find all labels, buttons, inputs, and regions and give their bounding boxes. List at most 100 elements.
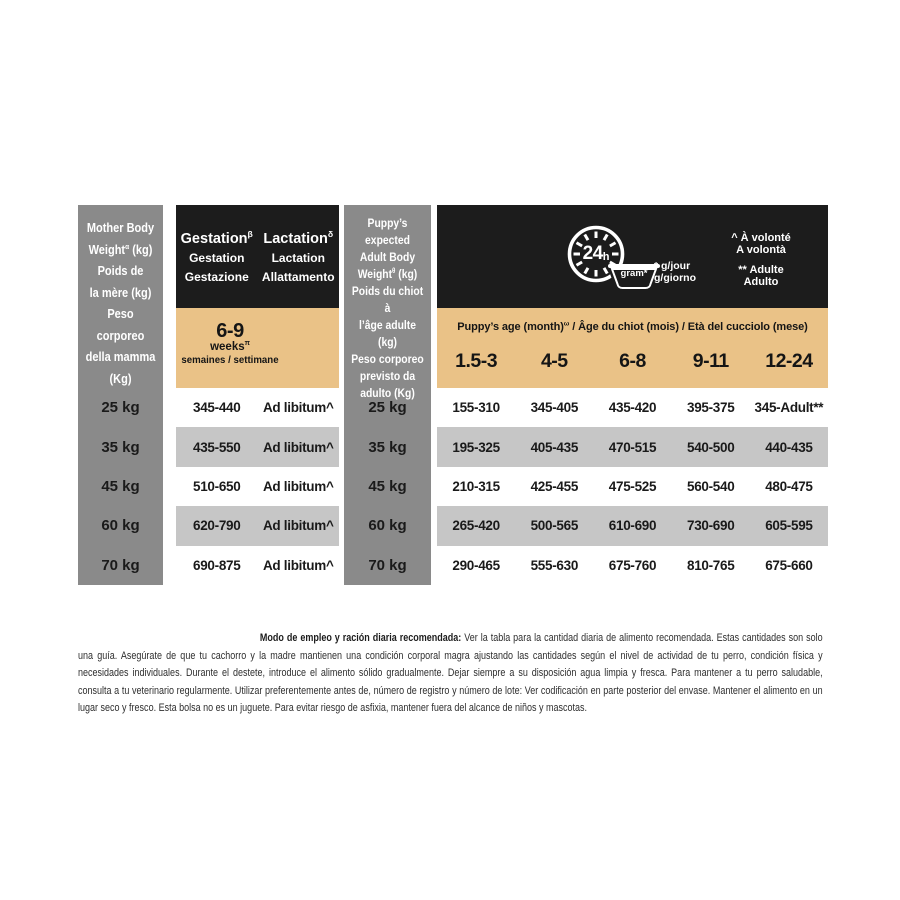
usage-instructions-lead: Modo de empleo y ración diaria recomenda… <box>259 632 462 644</box>
lactation-value: Ad libitum^ <box>262 439 334 455</box>
table-row: 70 kg <box>78 546 163 585</box>
ration-value: 395-375 <box>686 400 735 416</box>
footnote-alpha: α <box>125 241 130 251</box>
gestation-value: 690-875 <box>193 557 241 573</box>
table-row: 60 kg <box>78 506 163 545</box>
table-row: 345-440 Ad libitum^ <box>176 388 339 427</box>
table-row: 45 kg <box>78 467 163 506</box>
ration-value: 555-630 <box>530 557 579 573</box>
ad-libitum-note: ^ À volonté A volontà <box>731 232 791 256</box>
puppy-ration-rows: 155-310 345-405 435-420 395-375 345-Adult** … <box>437 388 828 585</box>
table-row: 45 kg <box>344 467 431 506</box>
table-row: 620-790 Ad libitum^ <box>176 506 339 546</box>
gestation-lactation-header: Gestationβ Gestation Gestazione Lactatio… <box>176 205 339 308</box>
puppy-weight-header: Puppy’s expected Adult Body Weightθ (kg)… <box>348 205 426 403</box>
ration-value: 265-420 <box>452 518 500 534</box>
adult-note: ** Adulte Adulto <box>738 264 784 288</box>
weight-label: 45 kg <box>368 478 407 496</box>
lactation-value: Ad libitum^ <box>262 557 334 573</box>
weeks-subtitle: semaines / settimane <box>181 354 279 366</box>
clock-24h-icon <box>567 225 625 283</box>
weight-label: 60 kg <box>368 517 407 535</box>
puppy-header-line: previsto da <box>359 371 416 383</box>
mother-header-line: Peso corporeo <box>96 307 145 343</box>
footnote-beta: β <box>247 229 253 240</box>
puppy-header-line: adulto (Kg) <box>360 388 415 400</box>
age-range: 4-5 <box>540 349 568 372</box>
gestation-value: 345-440 <box>193 400 241 416</box>
weight-label: 45 kg <box>101 478 140 496</box>
gestation-lactation-rows: 345-440 Ad libitum^ 435-550 Ad libitum^ 51… <box>176 388 339 585</box>
puppy-header-line: Poids du chiot à <box>351 286 424 315</box>
table-row: 510-650 Ad libitum^ <box>176 467 339 506</box>
puppy-weight-rows: 25 kg 35 kg 45 kg 60 kg 70 kg <box>344 388 431 585</box>
ration-value: 470-515 <box>608 439 657 455</box>
footnote-delta: δ <box>327 229 334 240</box>
ration-value: 500-565 <box>530 518 579 534</box>
puppy-header-line: Weightθ (kg) <box>357 268 418 281</box>
bowl-gram-label: gram* <box>620 268 648 279</box>
lactation-value: Ad libitum^ <box>262 400 334 416</box>
ration-value: 480-475 <box>765 479 813 495</box>
puppy-age-section: 24 h gram* * g/jour g/giorno ^ À volonté … <box>437 205 828 585</box>
footnote-omega: ω <box>563 320 570 328</box>
weight-label: 35 kg <box>101 438 140 456</box>
table-row: 435-550 Ad libitum^ <box>176 427 339 467</box>
age-range: 12-24 <box>765 349 813 372</box>
age-range: 1.5-3 <box>455 349 498 372</box>
table-row: 60 kg <box>344 506 431 545</box>
table-row: 265-420 500-565 610-690 730-690 605-595 <box>437 506 828 546</box>
ration-value: 210-315 <box>452 479 500 495</box>
gestation-lactation-section: Gestationβ Gestation Gestazione Lactatio… <box>176 205 339 585</box>
puppy-header-line: Adult Body <box>359 252 416 264</box>
weeks-range-block: 6-9 weeksπ semaines / settimane <box>176 308 284 367</box>
mother-weight-column: Mother Body Weightα (kg) Poids de la mèr… <box>78 205 163 585</box>
ration-value: 345-405 <box>530 400 579 416</box>
table-row: 25 kg <box>344 388 431 427</box>
mother-header-line: la mère (kg) <box>89 285 152 300</box>
table-row: 195-325 405-435 470-515 540-500 440-435 <box>437 427 828 467</box>
gestation-period-block: 6-9 weeksπ semaines / settimane <box>176 308 339 388</box>
ration-value: 155-310 <box>452 400 500 416</box>
daily-ration-legend: 24 h gram* * g/jour g/giorno ^ À volonté … <box>437 205 828 308</box>
ration-value: 810-765 <box>686 557 735 573</box>
usage-instructions: Modo de empleo y ración diaria recomenda… <box>78 630 823 725</box>
age-range-row: 1.5-3 4-5 6-8 9-11 12-24 <box>437 341 828 381</box>
footnote-theta: θ <box>392 268 396 276</box>
weight-label: 60 kg <box>101 517 140 535</box>
gestation-value: 620-790 <box>193 518 241 534</box>
puppy-age-header-block: Puppy’s age (month)ω / Âge du chiot (moi… <box>437 308 828 388</box>
ration-value: 405-435 <box>530 439 579 455</box>
footnote-pi: π <box>244 340 250 348</box>
puppy-age-title: Puppy’s age (month)ω / Âge du chiot (moi… <box>457 320 808 333</box>
ration-value: 345-Adult** <box>754 400 824 416</box>
table-row: 70 kg <box>344 546 431 585</box>
mother-header-line: Weightα (kg) <box>88 241 153 257</box>
weight-label: 70 kg <box>101 556 140 574</box>
weeks-range: 6-9 <box>216 320 244 342</box>
ration-value: 475-525 <box>608 479 657 495</box>
table-row: 35 kg <box>344 427 431 466</box>
ration-value: 675-760 <box>608 557 657 573</box>
table-row: 290-465 555-630 675-760 810-765 675-660 <box>437 546 828 585</box>
weight-label: 25 kg <box>101 399 140 417</box>
ration-value: 540-500 <box>686 439 735 455</box>
lactation-header: Lactationδ Lactation Allattamento <box>261 229 335 284</box>
ration-value: 425-455 <box>530 479 579 495</box>
weight-label: 35 kg <box>368 438 407 456</box>
grams-per-day-note: * g/jour g/giorno <box>654 260 696 284</box>
ration-value: 290-465 <box>452 557 500 573</box>
table-row: 35 kg <box>78 427 163 466</box>
usage-instructions-body: Ver la tabla para la cantidad diaria de … <box>78 632 823 714</box>
ration-value: 730-690 <box>686 518 735 534</box>
weight-label: 70 kg <box>368 556 407 574</box>
mother-weight-rows: 25 kg 35 kg 45 kg 60 kg 70 kg <box>78 388 163 585</box>
puppy-weight-column: Puppy’s expected Adult Body Weightθ (kg)… <box>344 205 431 585</box>
table-row: 25 kg <box>78 388 163 427</box>
puppy-header-line: l’âge adulte (kg) <box>359 320 416 349</box>
weight-label: 25 kg <box>368 399 407 417</box>
mother-weight-header: Mother Body Weightα (kg) Poids de la mèr… <box>83 205 158 390</box>
mother-header-line: della mamma (Kg) <box>85 350 156 386</box>
ration-value: 195-325 <box>452 439 500 455</box>
